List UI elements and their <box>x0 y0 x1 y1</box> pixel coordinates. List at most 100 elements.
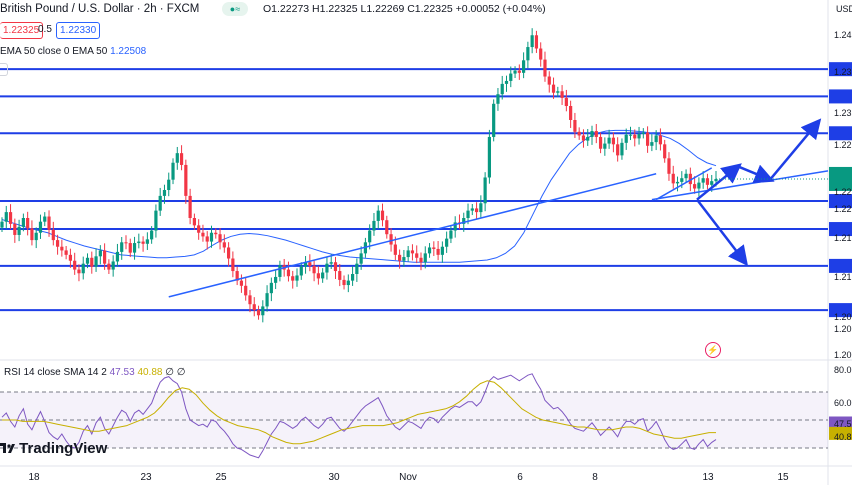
candle-body <box>675 181 680 184</box>
lightning-icon[interactable]: ⚡ <box>705 342 721 358</box>
candle-body <box>73 260 77 270</box>
x-axis-tick-label: 8 <box>592 472 598 483</box>
candle-body <box>197 225 201 233</box>
candle-body <box>406 250 410 258</box>
candle-body <box>21 218 25 227</box>
rsi-legend[interactable]: RSI 14 close SMA 14 2 47.53 40.88 ∅ ∅ <box>4 367 185 378</box>
candle-body <box>226 247 231 259</box>
rsi-legend-value: 47.53 <box>109 367 135 378</box>
candle-body <box>171 162 175 180</box>
candle-body <box>564 97 568 106</box>
candle-body <box>496 94 500 104</box>
candle-body <box>705 178 710 185</box>
candle-body <box>410 250 415 254</box>
candle-body <box>453 222 457 231</box>
ohlc-readout: O1.22273 H1.22325 L1.22269 C1.22325 +0.0… <box>263 3 546 15</box>
candle-body <box>385 220 389 235</box>
candle-body <box>543 59 547 77</box>
tradingview-logo[interactable]: TradingView <box>0 440 107 457</box>
candle-body <box>680 178 684 182</box>
candle-body <box>658 135 663 145</box>
candle-body <box>265 293 269 307</box>
tradingview-logo-icon <box>0 443 15 453</box>
candle-body <box>312 265 316 274</box>
candle-body <box>663 144 667 159</box>
candle-body <box>513 70 517 74</box>
candle-body <box>693 184 697 189</box>
y-axis-tick-label: 1.22 <box>834 187 852 197</box>
candle-body <box>321 272 325 279</box>
candle-body <box>338 271 342 280</box>
candle-body <box>239 280 244 286</box>
candle-body <box>432 247 436 249</box>
candle-body <box>522 60 526 73</box>
buy-price-button[interactable]: 1.22330 <box>56 22 101 39</box>
candle-body <box>534 35 539 49</box>
candle-body <box>209 232 214 242</box>
candle-body <box>120 242 124 252</box>
candle-body <box>85 257 90 264</box>
candle-body <box>398 254 402 261</box>
candle-body <box>684 173 688 179</box>
candle-body <box>359 253 363 264</box>
y-axis-tick-label: 1.23 <box>834 108 852 118</box>
candle-body <box>551 84 556 93</box>
candle-body <box>107 263 111 270</box>
currency-label[interactable]: USD <box>836 4 852 14</box>
candle-body <box>573 120 577 132</box>
y-axis-tick-label: 1.22 <box>834 140 852 150</box>
sell-price-button[interactable]: 1.22325 <box>0 22 44 39</box>
x-axis-tick-label: 25 <box>215 472 227 483</box>
y-axis-tick-label: 1.22 <box>834 204 852 214</box>
candle-body <box>308 262 312 266</box>
candle-body <box>355 263 359 274</box>
candle-body <box>47 216 51 230</box>
candle-body <box>368 230 372 243</box>
symbol-title[interactable]: British Pound / U.S. Dollar · 2h · FXCM <box>0 3 200 15</box>
candle-body <box>94 256 98 267</box>
level-price-label <box>829 62 852 77</box>
candle-body <box>30 228 34 241</box>
candle-body <box>569 106 573 120</box>
candle-body <box>68 254 73 261</box>
candle-body <box>235 271 239 281</box>
candle-body <box>380 210 385 221</box>
candle-body <box>158 195 162 211</box>
candle-body <box>0 221 4 228</box>
market-status-icon[interactable]: ●≈ <box>222 2 248 16</box>
trendline <box>655 167 713 201</box>
collapse-legend-button[interactable] <box>0 63 8 76</box>
y-axis-tick-label: 1.24 <box>834 30 852 40</box>
candle-body <box>128 243 132 253</box>
candle-body <box>487 136 492 178</box>
candle-body <box>624 134 628 143</box>
candle-body <box>333 262 338 272</box>
candle-body <box>162 190 167 196</box>
rsi-sma-line <box>2 380 716 445</box>
candle-body <box>701 178 705 183</box>
candle-body <box>205 236 209 242</box>
ema-legend[interactable]: EMA 50 close 0 EMA 50 1.22508 <box>0 46 146 57</box>
candle-body <box>98 250 102 257</box>
projection-arrow <box>696 198 749 267</box>
candle-body <box>346 280 350 286</box>
candle-body <box>111 261 115 270</box>
ema-legend-value: 1.22508 <box>110 46 147 57</box>
candle-body <box>350 274 355 281</box>
candle-body <box>192 218 196 226</box>
candle-body <box>26 218 30 229</box>
candle-body <box>530 35 534 48</box>
candle-body <box>714 178 718 182</box>
candle-body <box>303 262 308 267</box>
candle-body <box>594 131 598 137</box>
x-axis-tick-label: 13 <box>702 472 714 483</box>
y-axis-tick-label: 1.20 <box>834 350 852 360</box>
candle-body <box>500 83 504 95</box>
rsi-axis-tick-label: 80.0 <box>834 365 852 375</box>
candle-body <box>269 282 273 294</box>
candle-body <box>8 212 13 224</box>
x-axis-tick-label: 18 <box>28 472 40 483</box>
candle-body <box>710 181 714 185</box>
candle-body <box>423 253 427 263</box>
